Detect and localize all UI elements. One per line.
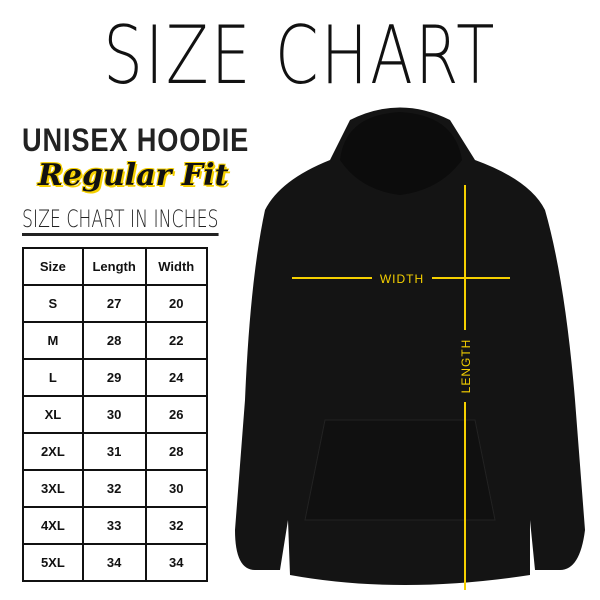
table-row: XL 30 26: [22, 395, 208, 434]
table-row: 5XL 34 34: [22, 543, 208, 582]
table-cell: 32: [81, 469, 147, 508]
unit-label: SIZE CHART IN INCHES: [22, 205, 219, 236]
table-cell: 27: [81, 284, 147, 323]
hoodie-pocket: [304, 419, 496, 521]
table-cell: 2XL: [22, 432, 84, 471]
table-row: L 29 24: [22, 358, 208, 397]
hoodie-image: WIDTH LENGTH: [235, 107, 585, 590]
table-cell: 29: [81, 358, 147, 397]
width-label: WIDTH: [380, 272, 424, 286]
length-label: LENGTH: [459, 339, 473, 394]
table-cell: 4XL: [22, 506, 84, 545]
table-cell: 34: [144, 543, 208, 582]
fit-label: Regular Fit: [38, 158, 229, 193]
table-cell: S: [22, 284, 84, 323]
table-row: M 28 22: [22, 321, 208, 360]
table-cell: 26: [144, 395, 208, 434]
table-cell: 31: [81, 432, 147, 471]
table-cell: 28: [144, 432, 208, 471]
table-cell: L: [22, 358, 84, 397]
header-cell: Length: [81, 247, 147, 286]
table-cell: 5XL: [22, 543, 84, 582]
table-cell: XL: [22, 395, 84, 434]
table-row: 3XL 32 30: [22, 469, 208, 508]
table-cell: 32: [144, 506, 208, 545]
table-row: 4XL 33 32: [22, 506, 208, 545]
header-cell: Width: [144, 247, 208, 286]
header-cell: Size: [22, 247, 84, 286]
size-table: Size Length Width S 27 20 M 28 22 L 29 24 XL 30 26 2…: [22, 247, 208, 582]
product-name: UNISEX HOODIE: [22, 122, 250, 158]
table-cell: 24: [144, 358, 208, 397]
hoodie-hood: [340, 112, 462, 195]
table-row: S 27 20: [22, 284, 208, 323]
table-cell: 30: [81, 395, 147, 434]
table-header-row: Size Length Width: [22, 247, 208, 286]
table-cell: 3XL: [22, 469, 84, 508]
page-title: SIZE CHART: [103, 9, 497, 102]
table-cell: 20: [144, 284, 208, 323]
table-cell: 33: [81, 506, 147, 545]
table-cell: 22: [144, 321, 208, 360]
table-row: 2XL 31 28: [22, 432, 208, 471]
table-cell: M: [22, 321, 84, 360]
table-cell: 34: [81, 543, 147, 582]
table-cell: 28: [81, 321, 147, 360]
table-cell: 30: [144, 469, 208, 508]
